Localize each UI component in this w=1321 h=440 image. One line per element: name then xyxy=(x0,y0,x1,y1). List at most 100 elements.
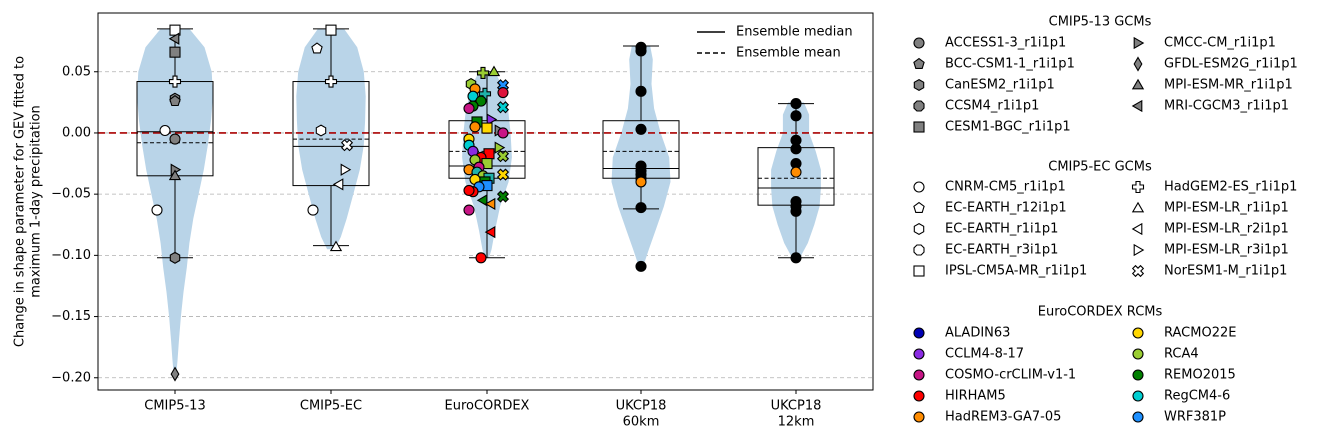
data-point xyxy=(481,122,493,134)
data-point xyxy=(790,143,802,155)
legend-label: REMO2015 xyxy=(1164,368,1236,383)
legend-label: RegCM4-6 xyxy=(1164,389,1230,404)
legend-marker xyxy=(1131,264,1145,278)
data-point xyxy=(168,32,180,45)
legend-label: WRF381P xyxy=(1164,410,1226,425)
legend-label: CCLM4-8-17 xyxy=(945,347,1024,362)
data-point xyxy=(790,98,802,110)
legend-marker xyxy=(913,100,925,112)
legend-label: EC-EARTH_r1i1p1 xyxy=(945,222,1058,237)
data-point xyxy=(329,240,343,252)
legend-marker xyxy=(1131,99,1143,113)
legend-marker xyxy=(913,57,925,69)
legend-marker xyxy=(1131,222,1143,236)
y-tick-label: −0.20 xyxy=(51,370,91,385)
legend-label: ALADIN63 xyxy=(945,326,1010,341)
legend-marker xyxy=(1132,348,1144,360)
data-point xyxy=(168,169,182,181)
legend-title: EuroCORDEX RCMs xyxy=(1038,305,1163,320)
data-point xyxy=(476,66,490,80)
data-point xyxy=(484,197,496,211)
data-point xyxy=(475,95,487,107)
y-tick-label: −0.05 xyxy=(51,187,91,202)
data-point xyxy=(169,133,181,145)
y-tick-label: −0.10 xyxy=(51,248,91,263)
legend-marker xyxy=(1131,78,1145,90)
data-point xyxy=(496,190,510,203)
legend-label: CESM1-BGC_r1i1p1 xyxy=(945,120,1071,135)
legend-label: Ensemble mean xyxy=(736,46,841,61)
data-point xyxy=(790,205,802,217)
data-point xyxy=(487,65,501,77)
legend-label: HadREM3-GA7-05 xyxy=(945,410,1061,425)
legend-marker xyxy=(913,390,925,402)
legend-label: GFDL-ESM2G_r1i1p1 xyxy=(1164,57,1298,72)
data-point xyxy=(484,225,496,239)
y-axis-label: Change in shape parameter for GEV fitted… xyxy=(13,56,28,347)
legend-marker xyxy=(1132,390,1144,402)
legend-marker xyxy=(913,327,925,339)
data-point xyxy=(307,204,319,216)
legend-marker xyxy=(913,265,925,277)
data-point xyxy=(340,139,354,152)
plot-frame xyxy=(97,12,874,391)
data-point xyxy=(790,110,802,122)
legend-marker xyxy=(913,222,925,236)
legend-label: MPI-ESM-LR_r2i1p1 xyxy=(1164,222,1289,237)
data-point xyxy=(325,24,337,36)
legend-label: MRI-CGCM3_r1i1p1 xyxy=(1164,99,1289,114)
data-point xyxy=(159,124,171,137)
data-point xyxy=(635,260,647,272)
data-point xyxy=(496,150,510,163)
legend-label: MPI-ESM-LR_r1i1p1 xyxy=(1164,201,1289,216)
legend-label: ACCESS1-3_r1i1p1 xyxy=(945,36,1066,51)
data-point xyxy=(496,168,510,181)
legend-marker xyxy=(913,78,925,92)
legend-label: MPI-ESM-LR_r3i1p1 xyxy=(1164,243,1289,258)
data-point xyxy=(315,124,327,137)
legend-label: CCSM4_r1i1p1 xyxy=(945,99,1039,114)
legend-marker xyxy=(1131,180,1145,194)
data-point xyxy=(169,95,181,107)
legend-marker xyxy=(1133,36,1145,50)
legend-label: CanESM2_r1i1p1 xyxy=(945,78,1055,93)
data-point xyxy=(169,46,181,58)
x-tick-label: UKCP18 xyxy=(616,399,667,414)
data-point xyxy=(635,202,647,214)
data-point xyxy=(170,366,180,382)
legend-label: NorESM1-M_r1i1p1 xyxy=(1164,264,1287,279)
data-point xyxy=(168,75,182,88)
data-point xyxy=(463,204,475,216)
legend-marker xyxy=(913,348,925,360)
x-tick-label: CMIP5-13 xyxy=(144,399,205,414)
legend-label: RCA4 xyxy=(1164,347,1199,362)
y-tick-label: 0.00 xyxy=(62,125,91,140)
legend-marker xyxy=(913,244,925,256)
y-tick-label: −0.15 xyxy=(51,309,91,324)
data-point xyxy=(475,252,487,264)
data-point xyxy=(790,166,802,178)
data-point xyxy=(332,178,344,191)
legend-label: Ensemble median xyxy=(736,25,853,40)
legend-marker xyxy=(913,369,925,381)
legend-label: MPI-ESM-MR_r1i1p1 xyxy=(1164,78,1293,93)
data-point xyxy=(635,45,647,57)
data-point xyxy=(486,113,498,126)
x-tick-label: CMIP5-EC xyxy=(300,399,362,414)
data-point xyxy=(496,101,510,114)
data-point xyxy=(469,121,481,133)
x-tick-label: 60km xyxy=(623,415,660,430)
legend-label: CNRM-CM5_r1i1p1 xyxy=(945,180,1066,195)
y-tick-label: 0.05 xyxy=(62,64,91,79)
legend-marker xyxy=(913,37,925,49)
data-point xyxy=(635,176,647,188)
data-point xyxy=(463,184,475,197)
x-tick-label: UKCP18 xyxy=(771,399,822,414)
data-point xyxy=(463,102,475,115)
legend-label: IPSL-CM5A-MR_r1i1p1 xyxy=(945,264,1087,279)
data-point xyxy=(497,127,509,139)
x-tick-label: EuroCORDEX xyxy=(445,399,530,414)
data-point xyxy=(476,194,488,207)
violin-body xyxy=(771,102,821,258)
